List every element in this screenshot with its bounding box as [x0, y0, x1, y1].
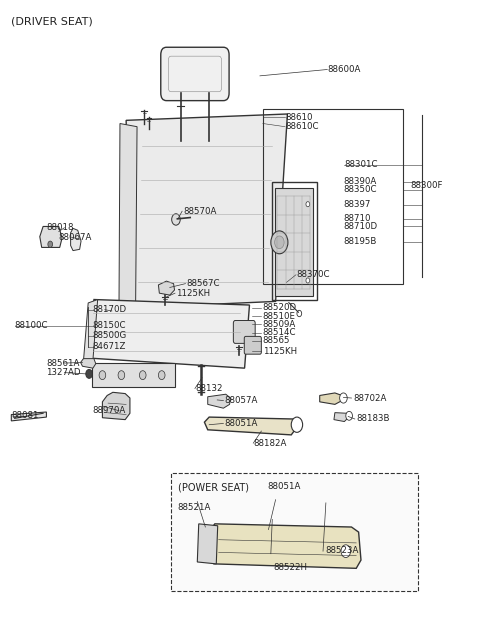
Circle shape: [139, 370, 146, 379]
Circle shape: [291, 417, 302, 432]
Text: 88150C: 88150C: [92, 321, 125, 330]
Text: 88500G: 88500G: [92, 331, 126, 340]
FancyBboxPatch shape: [92, 363, 175, 387]
Bar: [272, 182, 317, 299]
Text: 88067A: 88067A: [59, 233, 92, 242]
Polygon shape: [158, 281, 175, 295]
Polygon shape: [12, 412, 47, 421]
Text: 88520D: 88520D: [263, 303, 297, 312]
Polygon shape: [102, 392, 130, 420]
Text: 88397: 88397: [343, 201, 371, 210]
Polygon shape: [334, 413, 348, 422]
Text: 88510E: 88510E: [263, 312, 296, 320]
Text: 88567C: 88567C: [187, 279, 220, 288]
Bar: [275, 188, 312, 296]
Polygon shape: [126, 114, 288, 308]
FancyBboxPatch shape: [244, 337, 261, 354]
Text: 88565: 88565: [263, 337, 290, 345]
Text: 88702A: 88702A: [353, 394, 386, 403]
Text: 88081: 88081: [12, 412, 39, 420]
Polygon shape: [84, 299, 97, 362]
Text: 88523A: 88523A: [325, 546, 359, 555]
Text: 88100C: 88100C: [14, 321, 48, 330]
Text: 88132: 88132: [195, 384, 222, 393]
Polygon shape: [71, 228, 81, 251]
Circle shape: [271, 231, 288, 254]
Text: 88610: 88610: [285, 113, 312, 122]
Text: 88521A: 88521A: [178, 503, 211, 512]
Circle shape: [340, 393, 347, 403]
Text: 88600A: 88600A: [328, 65, 361, 74]
Text: 88301C: 88301C: [344, 160, 378, 169]
Circle shape: [48, 241, 53, 247]
Polygon shape: [86, 299, 250, 368]
Text: 88170D: 88170D: [92, 305, 126, 314]
Circle shape: [118, 370, 125, 379]
Text: (POWER SEAT): (POWER SEAT): [179, 483, 249, 492]
Text: 88350C: 88350C: [343, 185, 377, 194]
Text: 88018: 88018: [47, 223, 74, 232]
Polygon shape: [119, 124, 137, 304]
Polygon shape: [208, 524, 361, 569]
Text: 88057A: 88057A: [225, 396, 258, 405]
Circle shape: [275, 236, 284, 249]
Text: 1125KH: 1125KH: [263, 347, 297, 356]
Circle shape: [346, 412, 352, 420]
Text: 88195B: 88195B: [343, 237, 377, 246]
Circle shape: [158, 370, 165, 379]
Text: 84671Z: 84671Z: [92, 342, 125, 351]
Text: 1327AD: 1327AD: [47, 368, 81, 377]
Circle shape: [172, 213, 180, 225]
Polygon shape: [40, 226, 62, 247]
Circle shape: [306, 278, 310, 283]
Text: 88509A: 88509A: [263, 320, 296, 329]
Text: 1125KH: 1125KH: [176, 288, 210, 297]
Text: 88710D: 88710D: [343, 222, 378, 231]
Text: 88183B: 88183B: [356, 415, 390, 424]
Text: 88970A: 88970A: [92, 406, 125, 415]
Bar: [263, 109, 403, 284]
FancyBboxPatch shape: [233, 320, 255, 344]
Polygon shape: [197, 524, 218, 564]
Circle shape: [297, 310, 301, 317]
Text: 88514C: 88514C: [263, 328, 296, 337]
Polygon shape: [320, 393, 342, 404]
Text: 88561A: 88561A: [47, 358, 80, 367]
Text: 88710: 88710: [343, 214, 371, 223]
Text: 88182A: 88182A: [253, 438, 287, 447]
Polygon shape: [204, 417, 296, 435]
Circle shape: [86, 369, 93, 378]
Circle shape: [341, 545, 350, 558]
Circle shape: [99, 370, 106, 379]
Text: 88610C: 88610C: [285, 122, 319, 131]
Polygon shape: [208, 394, 230, 408]
FancyBboxPatch shape: [161, 47, 229, 101]
Text: 88051A: 88051A: [267, 483, 301, 492]
Text: 88522H: 88522H: [273, 563, 307, 572]
Text: 88051A: 88051A: [225, 419, 258, 428]
Polygon shape: [81, 358, 96, 368]
Text: 88570A: 88570A: [183, 206, 216, 216]
Text: (DRIVER SEAT): (DRIVER SEAT): [12, 17, 93, 27]
Text: 88370C: 88370C: [296, 271, 329, 279]
Text: 88300F: 88300F: [411, 181, 444, 190]
Bar: [171, 473, 418, 590]
Text: 88390A: 88390A: [343, 178, 377, 187]
Circle shape: [306, 202, 310, 207]
